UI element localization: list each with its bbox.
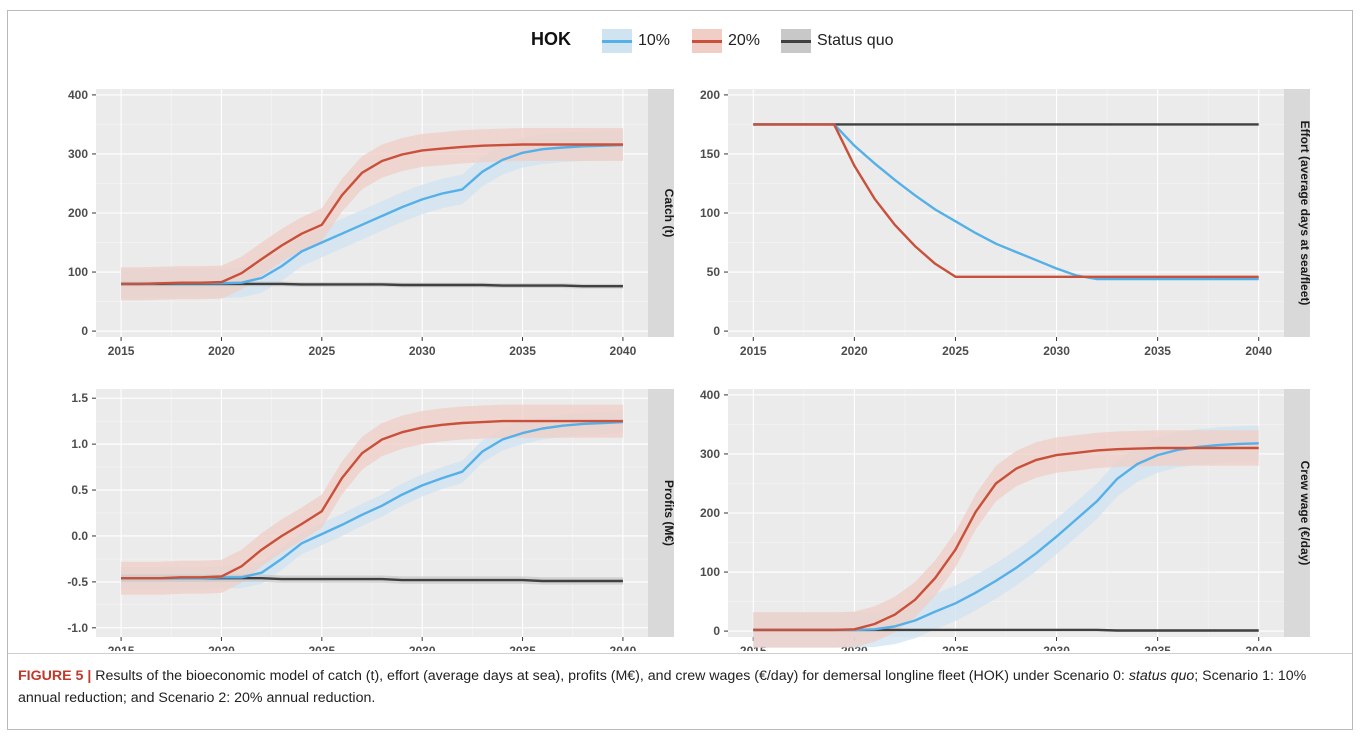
y-tick-label: -0.5	[67, 575, 88, 589]
series-line-0	[753, 123, 1259, 281]
confidence-band-0	[121, 411, 623, 590]
x-tick-label: 2035	[1144, 344, 1171, 358]
facet-strip	[1284, 89, 1310, 337]
x-tick-label: 2020	[208, 344, 235, 358]
y-tick-label: 100	[68, 265, 88, 279]
y-tick-label: 200	[68, 206, 88, 220]
facet-label: Catch (t)	[662, 189, 676, 238]
legend-item-10: 10%	[602, 29, 670, 53]
confidence-band-1	[753, 430, 1259, 648]
x-tick-label: 2025	[942, 344, 969, 358]
y-tick-label: 100	[700, 565, 720, 579]
x-tick-label: 2030	[409, 644, 436, 651]
legend-title: HOK	[531, 29, 571, 49]
legend-label-20: 20%	[728, 32, 761, 49]
x-tick-label: 2030	[1043, 344, 1070, 358]
legend-label-status-quo: Status quo	[817, 32, 894, 49]
x-tick-label: 2025	[308, 344, 335, 358]
y-tick-label: -1.0	[67, 621, 88, 635]
series-line-1	[121, 143, 623, 286]
caption-label: FIGURE 5 |	[18, 668, 92, 684]
y-tick-label: 200	[700, 506, 720, 520]
y-tick-label: 200	[700, 88, 720, 102]
y-tick-label: 0	[713, 324, 720, 338]
y-tick-label: 300	[700, 447, 720, 461]
series-line-1	[753, 446, 1259, 632]
confidence-band-0	[121, 130, 623, 299]
series-line-1	[121, 419, 623, 580]
x-tick-label: 2020	[208, 644, 235, 651]
caption-text-1: Results of the bioeconomic model of catc…	[91, 668, 1129, 684]
caption-divider	[8, 653, 1352, 654]
x-tick-label: 2035	[1144, 644, 1171, 651]
legend-item-status-quo: Status quo	[781, 29, 894, 53]
legend-key-status-quo	[781, 29, 811, 53]
y-tick-label: 1.0	[71, 437, 88, 451]
x-tick-label: 2020	[841, 344, 868, 358]
y-tick-label: 100	[700, 206, 720, 220]
y-tick-label: 400	[700, 388, 720, 402]
facet-panel-0: 2015 2020 2025 2030 2035 2040 0 100 200 300 400 Cat…	[68, 88, 676, 358]
y-tick-label: 0.5	[71, 483, 88, 497]
facet-strip	[648, 389, 674, 637]
series-line-1	[753, 123, 1259, 278]
facet-label: Effort (average days at sea/fleet)	[1298, 121, 1312, 306]
x-tick-label: 2040	[610, 644, 637, 651]
confidence-band-0	[753, 425, 1259, 648]
x-tick-label: 2040	[610, 344, 637, 358]
x-tick-label: 2035	[509, 344, 536, 358]
x-tick-label: 2015	[740, 344, 767, 358]
y-tick-label: 300	[68, 147, 88, 161]
legend-item-20: 20%	[692, 29, 760, 53]
confidence-band-1	[121, 404, 623, 595]
caption-emphasis: status quo	[1128, 668, 1195, 684]
x-tick-label: 2040	[1245, 644, 1272, 651]
y-tick-label: 0	[713, 624, 720, 638]
y-tick-label: 0.0	[71, 529, 88, 543]
legend-key-10	[602, 29, 632, 53]
x-tick-label: 2025	[942, 644, 969, 651]
legend: HOK 10% 20% Status quo	[8, 11, 1352, 81]
legend-key-20	[692, 29, 722, 53]
y-tick-label: 50	[707, 265, 721, 279]
figure-caption: FIGURE 5 | Results of the bioeconomic mo…	[18, 665, 1338, 709]
x-tick-label: 2030	[1043, 644, 1070, 651]
legend-label-10: 10%	[638, 32, 671, 49]
x-tick-label: 2040	[1245, 344, 1272, 358]
x-tick-label: 2030	[409, 344, 436, 358]
y-tick-label: 1.5	[71, 391, 88, 405]
facet-charts: 2015 2020 2025 2030 2035 2040 0 100 200 300 400 Cat…	[67, 88, 1312, 651]
facet-label: Crew wage (€/day)	[1298, 461, 1312, 566]
facet-strip	[648, 89, 674, 337]
confidence-band-1	[121, 128, 623, 301]
y-tick-label: 150	[700, 147, 720, 161]
y-tick-label: 400	[68, 88, 88, 102]
x-tick-label: 2035	[509, 644, 536, 651]
facet-panel-2: 2015 2020 2025 2030 2035 2040 -1.0 -0.5 0.0 0.5 1.…	[67, 389, 676, 651]
x-tick-label: 2025	[308, 644, 335, 651]
x-tick-label: 2015	[108, 644, 135, 651]
x-tick-label: 2015	[108, 344, 135, 358]
facet-strip	[1284, 389, 1310, 637]
figure: HOK 10% 20% Status quo 2015 2020 2025 2030 2…	[7, 10, 1353, 730]
y-tick-label: 0	[81, 324, 88, 338]
facet-label: Profits (M€)	[662, 480, 676, 546]
facet-panel-3: 2015202020252030203520400100200300400Cre…	[700, 388, 1312, 651]
facet-panel-1: 2015 2020 2025 2030 2035 2040 0 50 100 150 200 Effo…	[700, 88, 1312, 358]
caption-text-2: ; Scenario 1: 10% annual reduction; and …	[18, 668, 1307, 706]
